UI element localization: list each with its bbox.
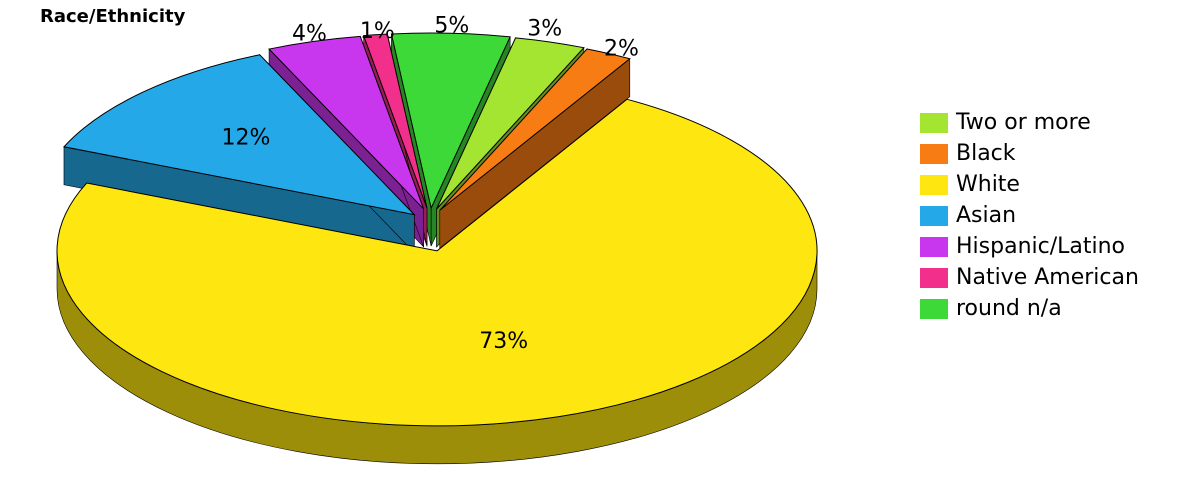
legend-swatch — [920, 299, 948, 319]
legend-swatch — [920, 206, 948, 226]
pie-slice-label: 3% — [527, 16, 562, 41]
chart-title: Race/Ethnicity — [40, 6, 185, 27]
legend-label: Black — [956, 141, 1016, 166]
legend-label: Asian — [956, 203, 1016, 228]
legend-item: round n/a — [920, 296, 1139, 321]
legend: Two or more Black White Asian Hispanic/Latin… — [920, 110, 1139, 327]
legend-item: White — [920, 172, 1139, 197]
legend-item: Native American — [920, 265, 1139, 290]
pie-slice-label: 73% — [479, 329, 528, 354]
pie-slice-label: 2% — [604, 36, 639, 61]
legend-swatch — [920, 144, 948, 164]
pie-slice-label: 12% — [221, 126, 270, 151]
legend-item: Two or more — [920, 110, 1139, 135]
legend-item: Hispanic/Latino — [920, 234, 1139, 259]
legend-item: Black — [920, 141, 1139, 166]
pie-slice-label: 1% — [360, 19, 395, 44]
pie-slice-label: 5% — [434, 13, 469, 38]
pie-slice-label: 4% — [292, 22, 327, 47]
legend-item: Asian — [920, 203, 1139, 228]
legend-label: Hispanic/Latino — [956, 234, 1125, 259]
legend-swatch — [920, 175, 948, 195]
legend-label: Native American — [956, 265, 1139, 290]
legend-swatch — [920, 237, 948, 257]
legend-label: White — [956, 172, 1020, 197]
legend-label: Two or more — [956, 110, 1091, 135]
legend-label: round n/a — [956, 296, 1062, 321]
legend-swatch — [920, 268, 948, 288]
legend-swatch — [920, 113, 948, 133]
